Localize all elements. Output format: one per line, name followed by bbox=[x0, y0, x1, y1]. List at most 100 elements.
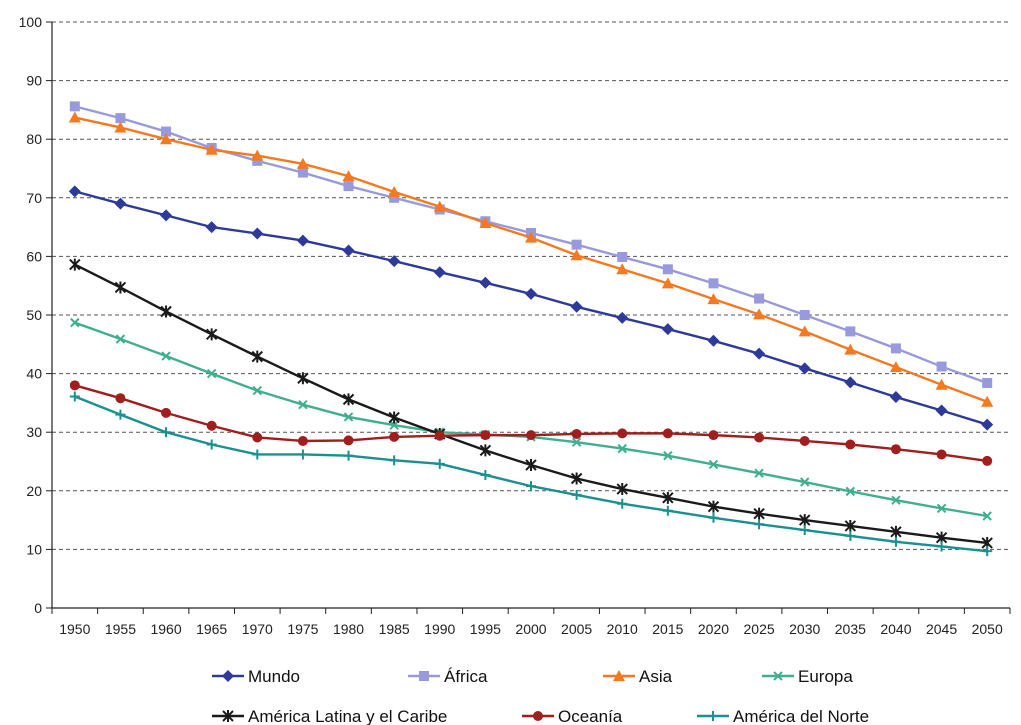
data-point bbox=[525, 287, 537, 300]
data-point bbox=[982, 511, 992, 521]
data-point bbox=[754, 468, 764, 478]
data-point bbox=[479, 276, 492, 289]
data-point bbox=[161, 427, 172, 438]
data-point bbox=[389, 192, 400, 203]
series-line bbox=[74, 263, 988, 545]
data-point bbox=[935, 378, 948, 390]
data-point bbox=[205, 221, 218, 234]
legend-item-america-del-norte: América del Norte bbox=[697, 707, 869, 725]
data-point bbox=[479, 216, 492, 228]
data-point bbox=[936, 503, 947, 514]
x-tick-label: 1980 bbox=[333, 621, 364, 637]
x-tick-label: 2030 bbox=[789, 621, 820, 637]
series-america-del-norte bbox=[69, 391, 993, 557]
y-tick-label: 50 bbox=[26, 307, 42, 323]
data-point bbox=[798, 362, 811, 375]
series-layer bbox=[68, 101, 994, 557]
data-point bbox=[342, 393, 355, 406]
data-point bbox=[70, 317, 80, 328]
data-point bbox=[69, 391, 80, 402]
data-point bbox=[662, 491, 674, 504]
data-point bbox=[754, 519, 765, 530]
series-africa bbox=[69, 101, 993, 388]
data-point bbox=[343, 435, 354, 446]
y-tick-label: 30 bbox=[26, 424, 42, 440]
data-point bbox=[845, 486, 856, 497]
data-point bbox=[799, 310, 810, 320]
data-point bbox=[799, 435, 810, 446]
data-point bbox=[160, 133, 173, 145]
series-mundo bbox=[68, 185, 994, 431]
data-point bbox=[890, 536, 901, 547]
legend-label: Oceanía bbox=[558, 707, 623, 725]
legend-swatch-marker bbox=[419, 671, 429, 681]
legend-swatch-marker bbox=[773, 671, 783, 681]
data-point bbox=[388, 185, 401, 197]
legend-label: Europa bbox=[798, 667, 853, 686]
data-point bbox=[661, 277, 674, 289]
data-point bbox=[570, 300, 583, 313]
data-point bbox=[297, 435, 308, 446]
data-point bbox=[982, 377, 993, 388]
data-point bbox=[799, 514, 811, 527]
data-point bbox=[936, 449, 947, 460]
x-tick-label: 1960 bbox=[150, 621, 181, 637]
data-point bbox=[845, 530, 856, 541]
data-point bbox=[433, 266, 446, 279]
data-point bbox=[570, 472, 583, 485]
data-point bbox=[708, 459, 719, 470]
series-line bbox=[74, 116, 988, 403]
data-point bbox=[161, 351, 171, 361]
x-tick-label: 1995 bbox=[470, 621, 501, 637]
legend-item-africa: África bbox=[408, 667, 488, 686]
x-tick-label: 2050 bbox=[972, 621, 1003, 637]
data-point bbox=[161, 407, 172, 418]
data-point bbox=[982, 546, 993, 557]
data-point bbox=[525, 231, 537, 243]
data-point bbox=[526, 481, 536, 492]
x-tick-label: 1955 bbox=[105, 621, 136, 637]
x-tick-label: 2045 bbox=[926, 621, 957, 637]
data-point bbox=[160, 209, 173, 222]
data-point bbox=[981, 418, 994, 431]
data-point bbox=[753, 507, 765, 520]
data-point bbox=[433, 200, 446, 212]
data-point bbox=[571, 489, 582, 500]
data-point bbox=[389, 420, 399, 430]
data-point bbox=[616, 263, 629, 275]
y-tick-label: 80 bbox=[26, 131, 42, 147]
data-point bbox=[981, 395, 994, 407]
data-point bbox=[206, 439, 217, 450]
data-point bbox=[342, 170, 355, 182]
data-point bbox=[707, 334, 720, 347]
data-point bbox=[252, 155, 263, 166]
data-point bbox=[205, 328, 218, 341]
data-point bbox=[753, 308, 766, 320]
legend-swatch-marker bbox=[708, 711, 718, 721]
data-point bbox=[251, 350, 263, 363]
data-point bbox=[662, 505, 673, 516]
data-point bbox=[389, 455, 400, 466]
series-asia bbox=[68, 111, 994, 407]
y-tick-label: 20 bbox=[26, 483, 42, 499]
data-point bbox=[297, 372, 309, 385]
data-point bbox=[296, 157, 309, 169]
legend-item-asia: Asia bbox=[603, 667, 673, 686]
data-point bbox=[434, 430, 445, 441]
data-point bbox=[115, 334, 126, 344]
data-point bbox=[889, 391, 902, 404]
data-point bbox=[343, 412, 354, 422]
data-point bbox=[890, 525, 902, 538]
data-point bbox=[800, 477, 810, 487]
legend-item-america-latina-y-el-caribe: América Latina y el Caribe bbox=[212, 707, 447, 725]
x-tick-label: 2035 bbox=[835, 621, 866, 637]
data-point bbox=[296, 234, 309, 247]
data-point bbox=[617, 251, 628, 262]
data-point bbox=[388, 411, 400, 424]
legend-label: África bbox=[444, 667, 488, 686]
data-point bbox=[890, 343, 901, 354]
x-tick-label: 2000 bbox=[515, 621, 546, 637]
data-point bbox=[571, 239, 582, 250]
legend-item-mundo: Mundo bbox=[212, 667, 300, 686]
